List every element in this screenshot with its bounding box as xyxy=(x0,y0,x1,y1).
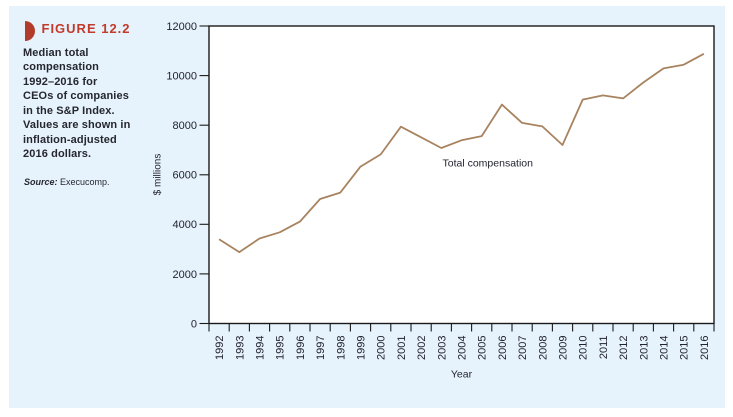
svg-text:2013: 2013 xyxy=(638,336,650,360)
svg-text:2002: 2002 xyxy=(416,336,428,360)
svg-text:2007: 2007 xyxy=(517,336,529,360)
svg-text:2014: 2014 xyxy=(659,336,671,360)
svg-text:Year: Year xyxy=(451,369,473,381)
svg-text:2004: 2004 xyxy=(457,336,469,360)
svg-text:2016: 2016 xyxy=(699,336,711,360)
svg-text:2015: 2015 xyxy=(679,336,691,360)
svg-text:2000: 2000 xyxy=(173,269,197,281)
svg-text:4000: 4000 xyxy=(173,219,197,231)
svg-text:2010: 2010 xyxy=(578,336,590,360)
svg-text:1994: 1994 xyxy=(255,336,267,360)
svg-text:2011: 2011 xyxy=(598,336,610,360)
svg-text:2012: 2012 xyxy=(618,336,630,360)
svg-text:1993: 1993 xyxy=(234,336,246,360)
svg-text:1997: 1997 xyxy=(315,336,327,360)
svg-text:1995: 1995 xyxy=(275,336,287,360)
svg-text:2006: 2006 xyxy=(497,336,509,360)
svg-text:1998: 1998 xyxy=(335,336,347,360)
svg-text:$ millions: $ millions xyxy=(153,154,164,196)
svg-text:2009: 2009 xyxy=(558,336,570,360)
svg-text:Total compensation: Total compensation xyxy=(443,158,534,170)
svg-text:10000: 10000 xyxy=(166,71,197,83)
svg-text:2005: 2005 xyxy=(477,336,489,360)
svg-text:2000: 2000 xyxy=(376,336,388,360)
svg-text:0: 0 xyxy=(191,318,197,330)
svg-text:8000: 8000 xyxy=(173,120,197,132)
svg-text:1999: 1999 xyxy=(356,336,368,360)
svg-text:1992: 1992 xyxy=(214,336,226,360)
svg-text:1996: 1996 xyxy=(295,336,307,360)
svg-text:2001: 2001 xyxy=(396,336,408,360)
svg-text:6000: 6000 xyxy=(173,170,197,182)
svg-text:2008: 2008 xyxy=(537,336,549,360)
svg-text:2003: 2003 xyxy=(436,336,448,360)
svg-text:12000: 12000 xyxy=(166,21,197,33)
